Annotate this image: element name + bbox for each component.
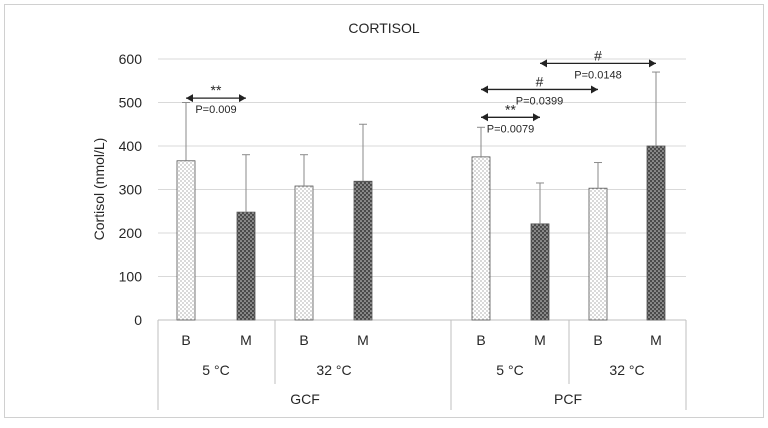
- arrowhead-right: [533, 113, 540, 122]
- y-axis-label: Cortisol (nmol/L): [91, 138, 107, 241]
- p-value-label: P=0.0079: [487, 123, 534, 135]
- outer-border: [4, 4, 764, 418]
- y-tick-0: 0: [134, 312, 142, 328]
- arrowhead-left: [481, 113, 488, 122]
- bar-4: [353, 180, 373, 321]
- x-tick-6: M: [534, 332, 546, 348]
- temperature-label-1: 5 °C: [202, 362, 229, 378]
- significance-bracket-1: ** P=0.009: [186, 82, 246, 116]
- x-tick-4: M: [357, 332, 369, 348]
- temperature-label-2: 32 °C: [316, 362, 351, 378]
- temperature-label-3: 5 °C: [496, 362, 523, 378]
- bar-6: [530, 223, 550, 321]
- site-label-gcf: GCF: [290, 391, 320, 407]
- y-tick-200: 200: [119, 225, 143, 241]
- arrowhead-right: [649, 59, 656, 68]
- y-tick-400: 400: [119, 138, 143, 154]
- site-label-pcf: PCF: [554, 391, 582, 407]
- bar-7: [588, 187, 608, 321]
- significance-bracket-4: # P=0.0148: [540, 47, 656, 81]
- y-tick-600: 600: [119, 51, 143, 67]
- bar-2: [236, 211, 256, 321]
- y-tick-300: 300: [119, 182, 143, 198]
- bar-3: [294, 185, 314, 321]
- x-tick-1: B: [181, 332, 190, 348]
- significance-bracket-2: ** P=0.0079: [481, 101, 540, 135]
- bar-1: [176, 160, 196, 321]
- significance-marker: **: [211, 82, 222, 98]
- significance-marker: #: [536, 73, 544, 89]
- bars: [176, 71, 666, 321]
- arrowhead-left: [186, 94, 193, 103]
- temperature-label-4: 32 °C: [609, 362, 644, 378]
- significance-annotations: ** P=0.009 ** P=0.0079 # P=0.0399 # P=0.0148: [186, 47, 656, 135]
- significance-marker: **: [505, 101, 516, 117]
- y-tick-100: 100: [119, 269, 143, 285]
- arrowhead-right: [239, 94, 246, 103]
- significance-bracket-3: # P=0.0399: [481, 73, 598, 107]
- p-value-label: P=0.009: [195, 104, 236, 116]
- x-axis-categories: B M B M B M B M 5 °C 32 °C 5 °C 32 °C GCF PCF: [157, 320, 687, 410]
- p-value-label: P=0.0399: [516, 95, 563, 107]
- bar-5: [471, 156, 491, 321]
- arrowhead-left: [540, 59, 547, 68]
- arrowhead-left: [481, 85, 488, 94]
- bar-8: [646, 145, 666, 321]
- significance-marker: #: [594, 47, 602, 63]
- x-tick-2: M: [240, 332, 252, 348]
- p-value-label: P=0.0148: [574, 69, 621, 81]
- x-tick-3: B: [299, 332, 308, 348]
- arrowhead-right: [591, 85, 598, 94]
- x-tick-7: B: [593, 332, 602, 348]
- x-tick-8: M: [650, 332, 662, 348]
- x-tick-5: B: [476, 332, 485, 348]
- y-tick-labels: 0 100 200 300 400 500 600: [119, 51, 143, 328]
- chart-title: CORTISOL: [348, 20, 420, 36]
- y-tick-500: 500: [119, 95, 143, 111]
